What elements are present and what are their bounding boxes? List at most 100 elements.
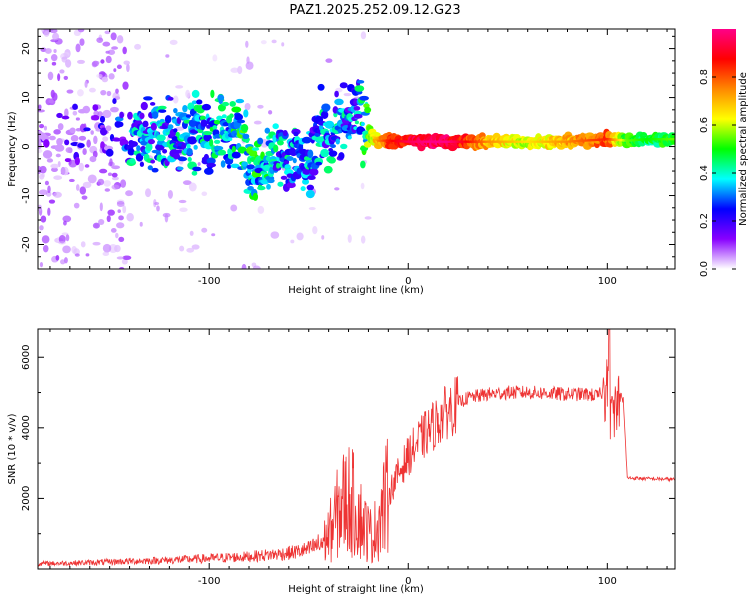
spectrogram-ridge-blob xyxy=(286,156,294,161)
spectrogram-noise-blob xyxy=(117,209,121,214)
spectrogram-background xyxy=(38,29,675,269)
spectrogram-noise-blob xyxy=(68,178,75,183)
spectrogram-noise-blob xyxy=(164,213,169,223)
spectrogram-noise-blob xyxy=(84,164,90,168)
spectrogram-noise-blob xyxy=(118,236,125,242)
spectrogram-ridge-blob xyxy=(203,167,214,175)
spectrogram-noise-blob xyxy=(80,241,86,248)
spectrogram-ridge-blob xyxy=(315,161,323,166)
spectrogram-ridge-blob xyxy=(360,121,365,127)
spectrogram-noise-blob xyxy=(110,228,117,233)
spectrogram-ridge-blob xyxy=(248,149,258,157)
spectrogram-ridge-blob xyxy=(147,165,153,171)
spectrogram-noise-blob xyxy=(260,40,267,45)
spectrogram-noise-blob xyxy=(122,81,129,90)
spectrogram-noise-blob xyxy=(57,73,61,82)
colorbar-tick-label: 0.0 xyxy=(699,261,710,277)
spectrogram-noise-blob xyxy=(88,87,96,93)
spectrogram-x-tick-label: 0 xyxy=(405,276,411,287)
spectrogram-noise-blob xyxy=(65,234,70,242)
spectrogram-ridge-blob xyxy=(324,120,335,129)
spectrogram-ridge-blob xyxy=(230,163,240,169)
spectrogram-ridge-blob xyxy=(89,155,97,163)
spectrogram-noise-blob xyxy=(111,176,119,181)
snr-panel: -100 0 100 2000 4000 6000 Height of straight… xyxy=(7,328,676,595)
spectrogram-ridge-blob xyxy=(119,111,125,119)
spectrogram-ridge-blob xyxy=(140,101,148,111)
spectrogram-ridge-blob xyxy=(347,135,352,140)
spectrogram-noise-blob xyxy=(110,32,117,41)
spectrogram-ridge-blob xyxy=(77,108,87,114)
spectrogram-ridge-blob xyxy=(112,98,117,105)
spectrogram-noise-blob xyxy=(201,191,208,197)
spectrogram-noise-blob xyxy=(115,232,119,239)
spectrogram-noise-blob xyxy=(134,43,142,50)
spectrogram-noise-blob xyxy=(38,189,48,196)
spectrogram-ridge-blob xyxy=(251,147,260,151)
spectrogram-ridge-blob xyxy=(127,111,133,120)
spectrogram-noise-blob xyxy=(41,235,50,244)
spectrogram-noise-blob xyxy=(281,42,285,47)
spectrogram-noise-blob xyxy=(197,162,201,166)
spectrogram-ridge-blob xyxy=(191,100,198,105)
snr-x-ticks: -100 0 100 xyxy=(49,329,668,587)
spectrogram-ridge-blob xyxy=(143,96,153,101)
spectrogram-ridge-blob xyxy=(231,145,236,153)
spectrogram-ridge-blob xyxy=(135,153,144,162)
spectrogram-ridge-blob xyxy=(112,137,122,142)
spectrogram-ridge-blob xyxy=(42,150,53,159)
spectrogram-ridge-blob xyxy=(246,164,255,170)
spectrogram-noise-blob xyxy=(74,253,80,257)
spectrogram-noise-blob xyxy=(79,186,87,195)
spectrogram-ridge-blob xyxy=(74,156,80,166)
spectrogram-blobs xyxy=(38,29,675,269)
spectrogram-noise-blob xyxy=(115,88,119,94)
spectrogram-noise-blob xyxy=(108,244,118,253)
spectrogram-noise-blob xyxy=(201,227,208,233)
spectrogram-ridge-blob xyxy=(280,175,288,180)
spectrogram-noise-blob xyxy=(92,150,98,158)
spectrogram-noise-blob xyxy=(75,43,81,53)
spectrogram-noise-blob xyxy=(81,195,88,200)
spectrogram-ridge-blob xyxy=(301,136,312,144)
spectrogram-ridge-blob xyxy=(139,112,145,120)
spectrogram-noise-blob xyxy=(111,46,119,50)
spectrogram-ridge-blob xyxy=(177,156,188,162)
spectrogram-noise-blob xyxy=(75,184,80,191)
spectrogram-noise-blob xyxy=(271,39,277,44)
spectrogram-ridge-blob xyxy=(167,96,174,101)
spectrogram-noise-blob xyxy=(245,61,254,70)
spectrogram-ridge-blob xyxy=(57,123,64,131)
colorbar-tick-label: 0.4 xyxy=(699,165,710,181)
spectrogram-ridge-blob xyxy=(242,133,250,140)
spectrogram-noise-blob xyxy=(120,179,127,188)
spectrogram-ridge-blob xyxy=(282,129,288,137)
spectrogram-noise-blob xyxy=(39,225,44,231)
spectrogram-ridge-blob xyxy=(277,140,284,146)
spectrogram-ridge-blob xyxy=(105,125,112,132)
spectrogram-noise-blob xyxy=(97,111,103,117)
spectrogram-noise-blob xyxy=(97,178,105,186)
spectrogram-noise-blob xyxy=(53,49,57,54)
spectrogram-noise-blob xyxy=(191,244,200,250)
spectrogram-ridge-blob xyxy=(231,106,242,113)
spectrogram-ridge-blob xyxy=(83,127,91,132)
spectrogram-ridge-blob xyxy=(67,147,73,154)
spectrogram-noise-blob xyxy=(44,57,48,63)
spectrogram-noise-blob xyxy=(121,258,128,265)
spectrogram-noise-blob xyxy=(63,220,67,226)
spectrogram-ridge-blob xyxy=(173,128,178,133)
spectrogram-ridge-blob xyxy=(64,158,71,163)
spectrogram-ridge-blob xyxy=(54,144,65,152)
spectrogram-noise-blob xyxy=(78,162,84,172)
spectrogram-ridge-blob xyxy=(187,136,198,145)
spectrogram-ridge-blob xyxy=(139,161,145,167)
spectrogram-ridge-blob xyxy=(307,149,314,159)
spectrogram-ridge-blob xyxy=(354,85,365,92)
spectrogram-noise-blob xyxy=(188,182,197,192)
colorbar-tick-label: 0.8 xyxy=(699,69,710,85)
spectrogram-ridge-blob xyxy=(213,119,221,125)
spectrogram-ridge-blob xyxy=(286,182,296,189)
spectrogram-ridge-blob xyxy=(206,157,216,165)
spectrogram-ridge-blob xyxy=(300,186,306,192)
